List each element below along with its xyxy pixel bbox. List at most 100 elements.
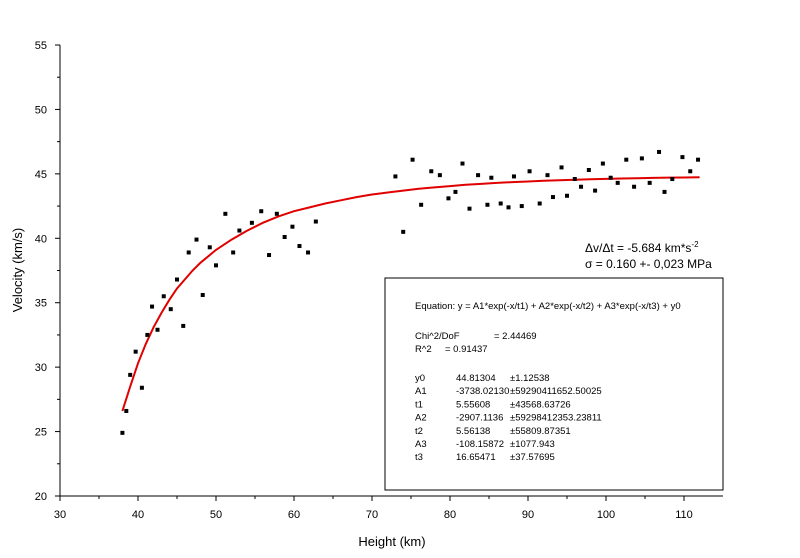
data-point — [297, 244, 302, 249]
data-point — [446, 196, 451, 201]
y-axis-label: Velocity (km/s) — [10, 228, 25, 313]
data-point — [401, 229, 406, 234]
y-tick-label: 55 — [35, 40, 47, 52]
chi-label: Chi^2/DoF — [415, 331, 460, 342]
data-point — [467, 206, 472, 211]
data-point — [696, 157, 701, 162]
data-point — [139, 385, 144, 390]
data-point — [282, 234, 287, 239]
param-value: -2907.1136 — [456, 413, 503, 424]
data-point — [579, 184, 584, 189]
rate-text: Δv/Δt = -5.684 km*s-2 — [585, 240, 699, 255]
data-point — [460, 161, 465, 166]
data-point — [267, 253, 272, 258]
x-tick-label: 110 — [675, 509, 693, 521]
data-point — [519, 204, 524, 209]
data-point — [290, 224, 295, 229]
x-tick-label: 30 — [54, 509, 66, 521]
param-value: 5.56138 — [456, 426, 490, 437]
data-point — [133, 349, 138, 354]
r2-value: = 0.91437 — [445, 344, 488, 355]
fit-equation: Equation: y = A1*exp(-x/t1) + A2*exp(-x/… — [415, 301, 681, 312]
fit-box-border — [384, 277, 724, 491]
data-point — [511, 174, 516, 179]
data-point — [274, 211, 279, 216]
y-ticks — [55, 44, 60, 497]
data-point — [559, 165, 564, 170]
data-point — [545, 173, 550, 178]
data-point — [565, 193, 569, 198]
x-tick-label: 100 — [597, 509, 615, 521]
data-point — [680, 155, 685, 160]
data-points — [120, 149, 701, 435]
data-point — [168, 307, 173, 312]
param-name: A3 — [415, 439, 427, 450]
y-tick-label: 40 — [35, 233, 47, 245]
y-tick-label: 25 — [35, 427, 47, 439]
x-axis-label: Height (km) — [358, 534, 425, 549]
data-point — [313, 219, 318, 224]
data-point — [647, 180, 652, 185]
data-point — [688, 169, 693, 174]
param-error: ±43568.63726 — [510, 399, 571, 410]
data-point — [608, 175, 613, 180]
data-point — [150, 304, 155, 309]
data-point — [231, 250, 236, 255]
data-point — [181, 323, 186, 328]
data-point — [476, 173, 481, 178]
rate-annotation: Δv/Δt = -5.684 km*s-2 σ = 0.160 +- 0,023… — [585, 240, 712, 271]
data-point — [489, 175, 494, 180]
data-point — [120, 430, 125, 435]
data-point — [161, 294, 166, 299]
data-point — [624, 157, 629, 162]
data-point — [615, 180, 620, 185]
y-tick-label: 45 — [35, 169, 47, 181]
y-tick-label: 50 — [35, 104, 47, 116]
data-point — [537, 201, 542, 206]
data-point — [214, 263, 218, 268]
x-tick-labels: 30 40 50 60 70 80 90 100 110 — [54, 509, 693, 521]
fit-params: y0 44.81304 ±1.12538 A1 -3738.02130 ±59290411… — [415, 373, 602, 463]
fit-results-box: Equation: y = A1*exp(-x/t1) + A2*exp(-x/… — [384, 277, 724, 491]
data-point — [527, 169, 532, 174]
data-point — [485, 202, 490, 207]
param-name: t1 — [415, 399, 423, 410]
data-point — [306, 250, 311, 255]
sigma-text: σ = 0.160 +- 0,023 MPa — [585, 257, 712, 271]
r2-label: R^2 — [415, 344, 432, 355]
y-tick-label: 30 — [35, 362, 47, 374]
x-tick-label: 40 — [132, 509, 144, 521]
data-point — [437, 173, 442, 178]
x-tick-label: 70 — [366, 509, 378, 521]
data-point — [550, 195, 555, 200]
param-name: y0 — [415, 373, 425, 384]
fit-curve — [121, 176, 700, 412]
param-error: ±59298412353.23811 — [510, 413, 602, 424]
param-name: A2 — [415, 413, 427, 424]
data-point — [124, 408, 129, 413]
param-error: ±37.57695 — [510, 452, 555, 463]
data-point — [186, 250, 191, 255]
x-tick-label: 80 — [444, 509, 456, 521]
data-point — [410, 157, 415, 162]
data-point — [128, 372, 133, 377]
y-tick-label: 20 — [35, 491, 47, 503]
data-point — [498, 201, 503, 206]
param-value: 5.55608 — [456, 399, 490, 410]
param-value: -108.15872 — [456, 439, 504, 450]
data-point — [155, 327, 160, 332]
param-name: A1 — [415, 386, 427, 397]
param-value: 44.81304 — [456, 373, 496, 384]
data-point — [237, 228, 242, 233]
data-point — [259, 209, 264, 214]
data-point — [453, 189, 458, 194]
data-point — [194, 237, 199, 242]
x-tick-label: 60 — [288, 509, 300, 521]
data-point — [249, 220, 254, 225]
data-point — [207, 245, 212, 250]
rate-exponent: -2 — [691, 240, 699, 249]
data-point — [223, 211, 228, 216]
param-error: ±55809.87351 — [510, 426, 571, 437]
data-point — [662, 189, 667, 194]
